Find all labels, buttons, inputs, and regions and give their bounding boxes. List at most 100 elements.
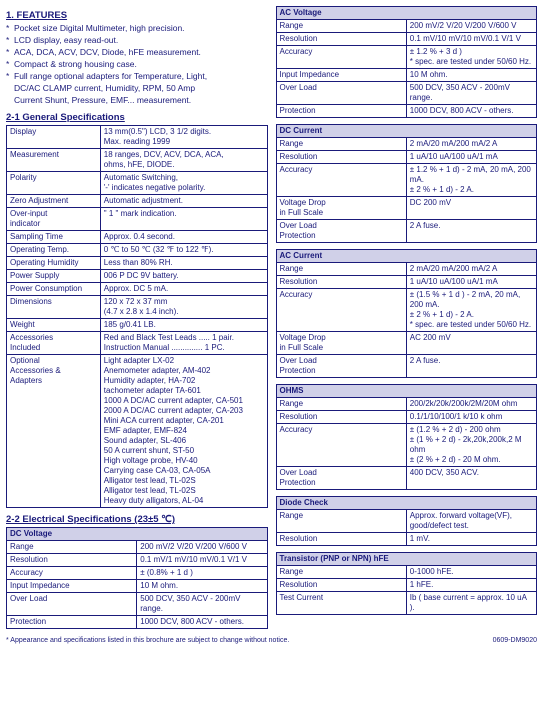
spec-label: Resolution	[276, 33, 406, 46]
table-header-row: Transistor (PNP or NPN) hFE	[276, 553, 537, 566]
table-row: Over-input indicator" 1 " mark indicatio…	[7, 208, 268, 231]
feature-item: ACA, DCA, ACV, DCV, Diode, hFE measureme…	[6, 47, 268, 58]
spec-value: ± (0.8% + 1 d )	[137, 567, 267, 580]
spec-value: ± (1.5 % + 1 d ) - 2 mA, 20 mA, 200 mA. …	[406, 289, 536, 332]
table-header-row: AC Voltage	[276, 7, 537, 20]
spec-value: 1000 DCV, 800 ACV - others.	[406, 105, 536, 118]
spec-value: 200 mV/2 V/20 V/200 V/600 V	[406, 20, 536, 33]
spec-value: 500 DCV, 350 ACV - 200mV range.	[406, 82, 536, 105]
spec-value: AC 200 mV	[406, 332, 536, 355]
spec-value: 2 mA/20 mA/200 mA/2 A	[406, 263, 536, 276]
spec-label: Power Consumption	[7, 283, 101, 296]
spec-value: 120 x 72 x 37 mm (4.7 x 2.8 x 1.4 inch).	[100, 296, 267, 319]
spec-label: Over Load Protection	[276, 220, 406, 243]
spec-value: 1 mV.	[406, 533, 536, 546]
spec-value: 0-1000 hFE.	[406, 566, 536, 579]
table-row: Zero AdjustmentAutomatic adjustment.	[7, 195, 268, 208]
spec-value: 200 mV/2 V/20 V/200 V/600 V	[137, 541, 267, 554]
spec-label: Voltage Drop in Full Scale	[276, 197, 406, 220]
dcv-table: DC VoltageRange200 mV/2 V/20 V/200 V/600…	[6, 527, 268, 629]
diode-table: Diode CheckRangeApprox. forward voltage(…	[276, 496, 538, 546]
spec-label: Protection	[7, 616, 137, 629]
spec-value: 1 uA/10 uA/100 uA/1 mA	[406, 151, 536, 164]
spec-label: Sampling Time	[7, 231, 101, 244]
spec-label: Range	[276, 20, 406, 33]
table-header: AC Current	[276, 250, 537, 263]
spec-value: Ib ( base current = approx. 10 uA ).	[406, 592, 536, 615]
spec-label: Resolution	[276, 579, 406, 592]
feature-item: LCD display, easy read-out.	[6, 35, 268, 46]
table-header: DC Current	[276, 125, 537, 138]
spec-value: Approx. forward voltage(VF), good/defect…	[406, 510, 536, 533]
spec-label: Accuracy	[276, 424, 406, 467]
genspec-table: Display13 mm(0.5") LCD, 3 1/2 digits. Ma…	[6, 125, 268, 508]
table-row: Operating HumidityLess than 80% RH.	[7, 257, 268, 270]
spec-label: Input Impedance	[7, 580, 137, 593]
ohms-table: OHMSRange200/2k/20k/200k/2M/20M ohmResol…	[276, 384, 538, 490]
spec-label: Optional Accessories & Adapters	[7, 355, 101, 508]
table-row: Power Supply006 P DC 9V battery.	[7, 270, 268, 283]
spec-value: Less than 80% RH.	[100, 257, 267, 270]
table-row: Protection1000 DCV, 800 ACV - others.	[276, 105, 537, 118]
spec-value: 0.1 mV/10 mV/10 mV/0.1 V/1 V	[406, 33, 536, 46]
spec-label: Range	[276, 398, 406, 411]
spec-value: DC 200 mV	[406, 197, 536, 220]
hfe-table: Transistor (PNP or NPN) hFERange0-1000 h…	[276, 552, 538, 615]
table-row: Resolution1 uA/10 uA/100 uA/1 mA	[276, 151, 537, 164]
table-header: AC Voltage	[276, 7, 537, 20]
table-row: Operating Temp.0 ℃ to 50 ℃ (32 ℉ to 122 …	[7, 244, 268, 257]
table-row: Resolution1 mV.	[276, 533, 537, 546]
spec-label: Resolution	[276, 533, 406, 546]
table-row: Accuracy± (1.2 % + 2 d) - 200 ohm ± (1 %…	[276, 424, 537, 467]
spec-value: Automatic Switching, '-' indicates negat…	[100, 172, 267, 195]
spec-label: Polarity	[7, 172, 101, 195]
table-row: Power ConsumptionApprox. DC 5 mA.	[7, 283, 268, 296]
table-row: Accuracy± (1.5 % + 1 d ) - 2 mA, 20 mA, …	[276, 289, 537, 332]
spec-value: Approx. DC 5 mA.	[100, 283, 267, 296]
feature-item: Compact & strong housing case.	[6, 59, 268, 70]
table-row: Resolution0.1 mV/1 mV/10 mV/0.1 V/1 V	[7, 554, 268, 567]
table-row: Voltage Drop in Full ScaleAC 200 mV	[276, 332, 537, 355]
table-row: Accessories IncludedRed and Black Test L…	[7, 332, 268, 355]
table-row: Over Load500 DCV, 350 ACV - 200mV range.	[7, 593, 268, 616]
spec-value: Approx. 0.4 second.	[100, 231, 267, 244]
table-row: Input Impedance10 M ohm.	[7, 580, 268, 593]
table-row: RangeApprox. forward voltage(VF), good/d…	[276, 510, 537, 533]
elecspec-title: 2-2 Electrical Specifications (23±5 ℃)	[6, 514, 268, 525]
table-row: Resolution1 uA/10 uA/100 uA/1 mA	[276, 276, 537, 289]
spec-label: Protection	[276, 105, 406, 118]
table-row: Protection1000 DCV, 800 ACV - others.	[7, 616, 268, 629]
spec-label: Range	[276, 510, 406, 533]
spec-value: 1000 DCV, 800 ACV - others.	[137, 616, 267, 629]
table-row: Range200 mV/2 V/20 V/200 V/600 V	[7, 541, 268, 554]
table-header-row: AC Current	[276, 250, 537, 263]
spec-label: Operating Temp.	[7, 244, 101, 257]
spec-label: Accuracy	[7, 567, 137, 580]
spec-label: Weight	[7, 319, 101, 332]
spec-label: Operating Humidity	[7, 257, 101, 270]
table-row: Range200 mV/2 V/20 V/200 V/600 V	[276, 20, 537, 33]
table-row: Accuracy± (0.8% + 1 d )	[7, 567, 268, 580]
acv-table: AC VoltageRange200 mV/2 V/20 V/200 V/600…	[276, 6, 538, 118]
spec-label: Range	[276, 566, 406, 579]
table-row: Input Impedance10 M ohm.	[276, 69, 537, 82]
footer-code: 0609-DM9020	[493, 637, 537, 644]
spec-label: Accessories Included	[7, 332, 101, 355]
table-row: Dimensions120 x 72 x 37 mm (4.7 x 2.8 x …	[7, 296, 268, 319]
spec-value: ± (1.2 % + 2 d) - 200 ohm ± (1 % + 2 d) …	[406, 424, 536, 467]
spec-value: 13 mm(0.5") LCD, 3 1/2 digits. Max. read…	[100, 126, 267, 149]
spec-label: Resolution	[276, 276, 406, 289]
table-row: Resolution0.1 mV/10 mV/10 mV/0.1 V/1 V	[276, 33, 537, 46]
table-header-row: DC Voltage	[7, 528, 268, 541]
spec-label: Resolution	[276, 411, 406, 424]
spec-value: 185 g/0.41 LB.	[100, 319, 267, 332]
spec-label: Input Impedance	[276, 69, 406, 82]
table-row: Test CurrentIb ( base current = approx. …	[276, 592, 537, 615]
table-row: Range0-1000 hFE.	[276, 566, 537, 579]
spec-value: 0 ℃ to 50 ℃ (32 ℉ to 122 ℉).	[100, 244, 267, 257]
table-row: Measurement18 ranges, DCV, ACV, DCA, ACA…	[7, 149, 268, 172]
table-row: PolarityAutomatic Switching, '-' indicat…	[7, 172, 268, 195]
spec-label: Display	[7, 126, 101, 149]
spec-value: 2 A fuse.	[406, 220, 536, 243]
spec-value: 10 M ohm.	[406, 69, 536, 82]
